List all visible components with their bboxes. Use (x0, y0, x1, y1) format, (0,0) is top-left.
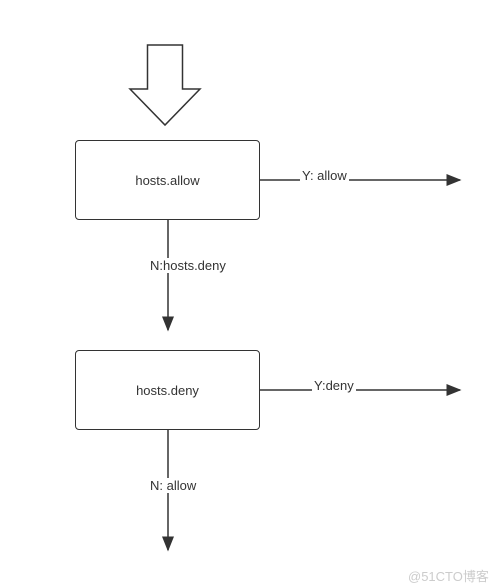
edge-label-deny-yes: Y:deny (312, 378, 356, 393)
edge-label-deny-no: N: allow (148, 478, 198, 493)
flowchart-canvas: hosts.allow hosts.deny Y: allow N:hosts.… (0, 0, 503, 585)
hosts-allow-label: hosts.allow (135, 173, 199, 188)
hosts-deny-node: hosts.deny (75, 350, 260, 430)
edges-layer (0, 0, 503, 585)
start-arrow-icon (130, 45, 200, 125)
edge-label-allow-yes: Y: allow (300, 168, 349, 183)
watermark-text: @51CTO博客 (408, 566, 489, 585)
edge-label-allow-no: N:hosts.deny (148, 258, 228, 273)
hosts-deny-label: hosts.deny (136, 383, 199, 398)
hosts-allow-node: hosts.allow (75, 140, 260, 220)
